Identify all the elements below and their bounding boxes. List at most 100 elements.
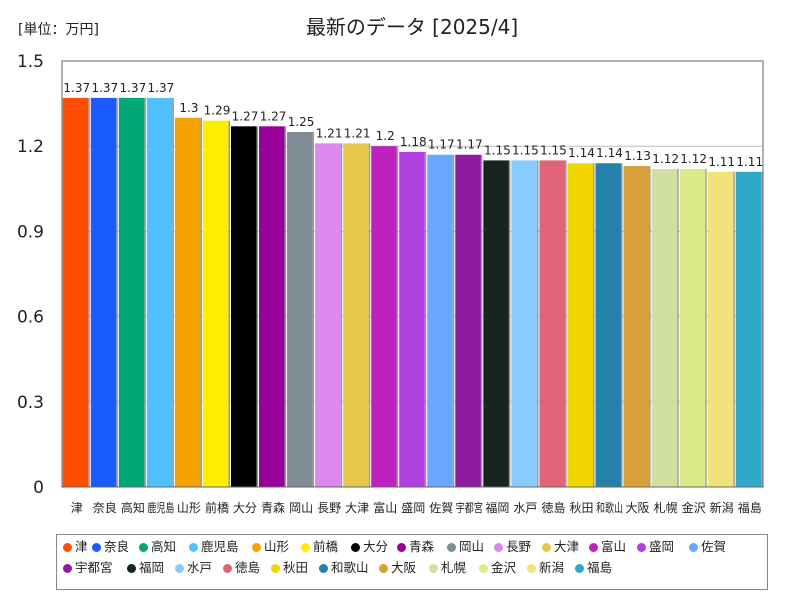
- chart-title: 最新のデータ [2025/4]: [306, 15, 518, 39]
- legend-swatch: [301, 542, 310, 552]
- value-label: 1.37: [91, 81, 118, 95]
- bar-盛岡: [399, 151, 425, 487]
- legend-swatch: [397, 542, 406, 552]
- legend-label: 高知: [151, 539, 177, 554]
- bar-shadow: [621, 163, 623, 488]
- legend-item: 富山: [589, 539, 626, 555]
- bar-shadow: [88, 97, 90, 488]
- legend-label: 盛岡: [649, 539, 675, 554]
- value-label: 1.11: [736, 155, 763, 169]
- legend-label: 青森: [409, 539, 435, 554]
- legend-swatch: [527, 563, 536, 573]
- legend-item: 前橋: [301, 539, 338, 555]
- bars: [62, 97, 763, 488]
- legend-item: 奈良: [92, 539, 129, 555]
- value-label: 1.17: [456, 138, 483, 152]
- bar-和歌山: [595, 163, 622, 488]
- bar-shadow: [396, 146, 399, 487]
- x-tick-label: 和歌山: [596, 500, 623, 515]
- legend-item: 徳島: [223, 560, 260, 576]
- legend-swatch: [175, 563, 184, 573]
- bar-shadow: [649, 166, 651, 487]
- bar-青森: [259, 126, 285, 487]
- legend-label: 大阪: [391, 560, 417, 575]
- legend-item: 鹿児島: [189, 539, 239, 555]
- bar-shadow: [424, 151, 427, 487]
- x-tick-label: 佐賀: [429, 501, 453, 515]
- legend-item: 宇都宮: [63, 560, 113, 576]
- value-label: 1.11: [708, 155, 735, 169]
- legend-label: 富山: [601, 539, 627, 554]
- bar-shadow: [508, 160, 511, 487]
- legend-item: 長野: [494, 539, 531, 555]
- legend: 津 奈良 高知 鹿児島 山形 前橋 大分 青森 岡山 長野 大津 富山 盛岡 佐賀 宇都宮 福岡 水戸 徳島 秋田 和…: [56, 534, 768, 590]
- x-tick-label: 奈良: [93, 500, 117, 515]
- value-label: 1.2: [376, 129, 395, 143]
- x-tick-label: 大津: [345, 501, 369, 515]
- x-tick-label: 鹿児島: [147, 500, 174, 515]
- x-tick-label: 山形: [177, 501, 201, 515]
- bar-長野: [315, 143, 341, 488]
- value-label: 1.12: [652, 152, 679, 166]
- unit-label: [単位：万円]: [18, 22, 99, 38]
- value-label: 1.17: [428, 138, 455, 152]
- legend-label: 前橋: [313, 539, 339, 554]
- legend-swatch: [63, 542, 72, 552]
- legend-label: 山形: [264, 539, 290, 554]
- value-label: 1.15: [540, 143, 567, 157]
- value-label: 1.15: [484, 143, 511, 157]
- bar-shadow: [733, 171, 735, 487]
- legend-label: 徳島: [235, 560, 261, 575]
- plot-frame: [61, 60, 764, 488]
- bar-大阪: [623, 166, 650, 487]
- value-label: 1.3: [179, 101, 198, 115]
- bar-shadow: [480, 154, 483, 487]
- legend-label: 新潟: [539, 560, 565, 575]
- bar-shadow: [116, 97, 118, 488]
- legend-item: 山形: [252, 539, 289, 555]
- legend-swatch: [189, 542, 198, 552]
- y-tick-labels: 0 0.3 0.6 0.9 1.2 1.5: [17, 52, 44, 498]
- legend-swatch: [379, 563, 388, 573]
- legend-swatch: [479, 563, 488, 573]
- value-label: 1.21: [316, 126, 343, 140]
- bar-岡山: [287, 132, 313, 487]
- legend-label: 福岡: [139, 560, 165, 575]
- value-label: 1.37: [119, 81, 146, 95]
- legend-item: 盛岡: [637, 539, 674, 555]
- legend-label: 津: [75, 539, 88, 554]
- bar-shadow: [368, 143, 371, 488]
- legend-item: 青森: [397, 539, 434, 555]
- bar-shadow: [256, 126, 259, 487]
- x-tick-label: 前橋: [205, 500, 229, 515]
- y-tick-label: 0.6: [17, 308, 44, 328]
- legend-swatch: [223, 563, 232, 573]
- legend-item: 札幌: [429, 560, 466, 576]
- value-label: 1.37: [148, 81, 175, 95]
- legend-swatch: [589, 542, 598, 552]
- legend-item: 佐賀: [689, 539, 726, 555]
- legend-swatch: [689, 542, 698, 552]
- bar-shadow: [761, 171, 763, 487]
- bar-shadow: [340, 143, 343, 488]
- value-label: 1.27: [260, 109, 287, 123]
- bar-前橋: [202, 120, 229, 487]
- legend-swatch: [252, 542, 261, 552]
- bar-shadow: [312, 132, 315, 487]
- legend-item: 大分: [351, 539, 388, 555]
- legend-label: 鹿児島: [201, 539, 239, 554]
- legend-label: 和歌山: [331, 560, 369, 575]
- legend-swatch: [494, 542, 503, 552]
- bar-宇都宮: [455, 154, 481, 487]
- x-tick-label: 宇都宮: [456, 500, 483, 515]
- legend-swatch: [429, 563, 438, 573]
- bar-shadow: [228, 120, 230, 487]
- legend-label: 長野: [506, 539, 532, 554]
- legend-label: 福島: [587, 560, 613, 575]
- x-tick-label: 岡山: [289, 501, 313, 515]
- legend-item: 秋田: [271, 560, 308, 576]
- legend-swatch: [575, 563, 584, 573]
- bar-shadow: [536, 160, 539, 487]
- legend-label: 秋田: [283, 560, 309, 575]
- bar-shadow: [705, 168, 707, 488]
